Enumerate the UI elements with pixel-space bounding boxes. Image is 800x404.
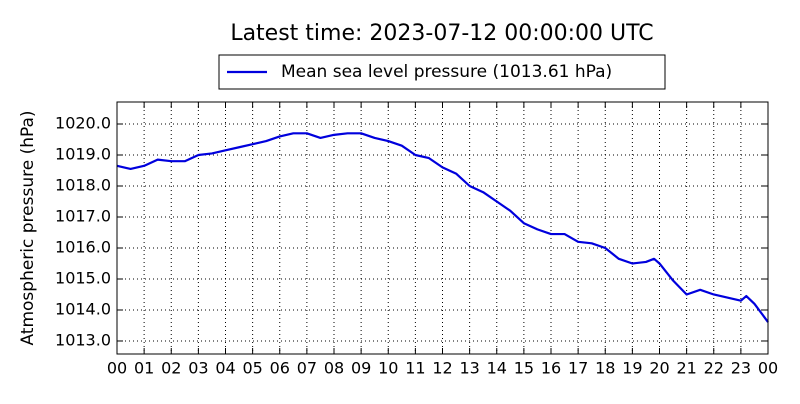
x-tick-label: 00	[758, 359, 778, 378]
x-tick-label: 17	[568, 359, 588, 378]
plot-frame	[116, 101, 769, 355]
y-axis-label: Atmospheric pressure (hPa)	[18, 110, 38, 345]
chart-title: Latest time: 2023-07-12 00:00:00 UTC	[230, 21, 653, 46]
y-tick-label: 1017.0	[55, 206, 111, 225]
x-tick-label: 23	[731, 359, 751, 378]
legend-label: Mean sea level pressure (1013.61 hPa)	[281, 62, 612, 82]
x-tick-label: 09	[351, 359, 371, 378]
legend-box	[218, 54, 666, 90]
x-tick-label: 20	[649, 359, 669, 378]
y-tick-label: 1014.0	[55, 299, 111, 318]
x-tick-label: 22	[704, 359, 724, 378]
x-tick-label: 02	[161, 359, 181, 378]
x-tick-label: 05	[242, 359, 262, 378]
y-tick-label: 1016.0	[55, 237, 111, 256]
x-tick-label: 10	[378, 359, 398, 378]
data-line	[116, 132, 769, 323]
x-tick-label: 18	[595, 359, 615, 378]
y-tick-label: 1018.0	[55, 176, 111, 195]
y-tick-label: 1020.0	[55, 114, 111, 133]
x-tick-label: 16	[541, 359, 561, 378]
x-tick-label: 13	[459, 359, 479, 378]
x-tick-label: 01	[134, 359, 154, 378]
x-tick-label: 14	[487, 359, 507, 378]
x-tick-label: 21	[676, 359, 696, 378]
x-tick-label: 15	[514, 359, 534, 378]
x-tick-label: 07	[297, 359, 317, 378]
y-tick-label: 1015.0	[55, 268, 111, 287]
x-tick-label: 00	[107, 359, 127, 378]
x-tick-label: 08	[324, 359, 344, 378]
x-tick-label: 06	[270, 359, 290, 378]
x-tick-label: 11	[405, 359, 425, 378]
x-tick-label: 03	[188, 359, 208, 378]
x-tick-label: 12	[432, 359, 452, 378]
y-tick-label: 1013.0	[55, 330, 111, 349]
x-tick-label: 19	[622, 359, 642, 378]
y-tick-label: 1019.0	[55, 145, 111, 164]
x-tick-label: 04	[215, 359, 235, 378]
